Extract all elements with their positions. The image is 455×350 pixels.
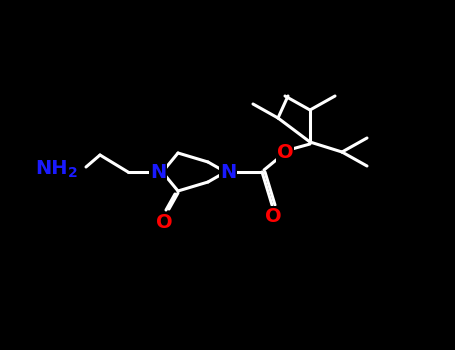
- Text: N: N: [220, 162, 236, 182]
- Text: NH: NH: [35, 159, 68, 177]
- Text: O: O: [156, 214, 172, 232]
- Text: O: O: [277, 142, 293, 161]
- Text: 2: 2: [68, 166, 78, 180]
- Text: O: O: [265, 206, 281, 225]
- Text: N: N: [150, 162, 166, 182]
